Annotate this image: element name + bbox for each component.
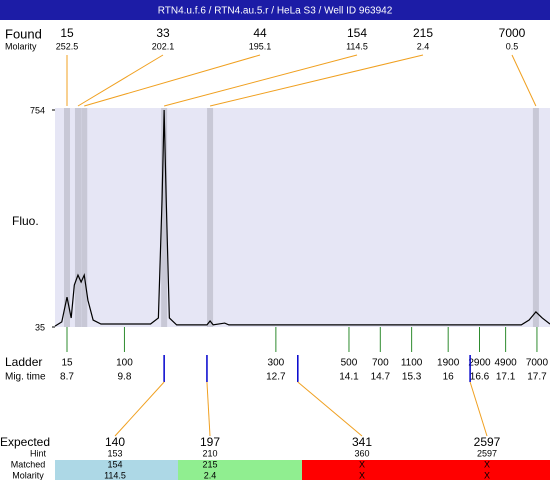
ladder-size: 2900 [468,358,491,369]
expected-matched: 154 [107,459,122,469]
match-cell [55,460,178,480]
ladder-time: 16 [443,372,455,383]
expected-size: 2597 [474,435,501,449]
ladder-size: 700 [372,358,389,369]
expected-hint: 153 [107,448,122,458]
hint-label: Hint [30,448,47,458]
expected-connector [114,381,165,437]
ladder-size: 1900 [437,358,460,369]
y-axis-label: Fluo. [12,214,39,228]
expected-size: 341 [352,435,372,449]
ladder-time: 12.7 [266,372,286,383]
ladder-time: 17.1 [496,372,516,383]
match-cell [426,460,550,480]
ladder-size: 4900 [494,358,517,369]
found-connector [164,54,358,107]
found-size: 154 [347,26,367,40]
expected-label: Expected [0,435,50,449]
ladder-time: 14.1 [339,372,359,383]
peak-band [64,108,71,327]
expected-molarity: 2.4 [204,470,217,480]
expected-connector [206,381,211,437]
found-molarity: 0.5 [506,41,519,51]
ladder-time: 16.6 [470,372,490,383]
ladder-size: 300 [268,358,285,369]
peak-band [81,108,88,327]
ladder-size: 1100 [401,358,423,369]
found-connector [511,54,537,107]
found-size: 33 [156,26,170,40]
ladder-size: 100 [116,358,133,369]
expected-size: 197 [200,435,220,449]
found-molarity: 202.1 [152,41,175,51]
peak-band [207,108,214,327]
expected-molarity: X [359,470,365,480]
expected-molarity: 114.5 [104,470,126,480]
expected-molarity: X [484,470,490,480]
header-bar [0,0,550,20]
peak-band [74,108,81,327]
expected-connector [469,381,488,437]
found-size: 215 [413,26,433,40]
header-title: RTN4.u.f.6 / RTN4.au.5.r / HeLa S3 / Wel… [158,6,393,17]
match-cell [302,460,426,480]
ladder-time: 15.3 [402,372,422,383]
expected-hint: 360 [354,448,369,458]
expected-hint: 210 [202,448,217,458]
match-cell [178,460,302,480]
ladder-time: 17.7 [527,372,547,383]
found-molarity: 114.5 [346,41,368,51]
ladder-time: 9.8 [117,372,131,383]
expected-connector [297,381,363,437]
found-size: 15 [60,26,74,40]
found-molarity: 195.1 [249,41,272,51]
mig-time-label: Mig. time [5,372,46,383]
peak-band [161,108,168,327]
ladder-size: 7000 [526,358,549,369]
found-connector [209,54,424,107]
peak-band [532,108,539,327]
found-connector [84,54,261,107]
expected-hint: 2597 [477,448,497,458]
plot-area [55,108,550,327]
ladder-label: Ladder [5,355,42,369]
found-label: Found [5,26,42,41]
matched-label: Matched [11,459,46,469]
expected-matched: X [359,459,365,469]
found-size: 44 [253,26,267,40]
expected-size: 140 [105,435,125,449]
ladder-time: 14.7 [371,372,391,383]
ladder-time: 8.7 [60,372,74,383]
ladder-size: 15 [61,358,73,369]
y-tick-label: 35 [35,322,45,332]
found-connector [77,54,164,107]
found-molarity-label: Molarity [5,41,37,51]
expected-matched: 215 [202,459,217,469]
ladder-size: 500 [341,358,358,369]
found-molarity: 252.5 [56,41,79,51]
molarity-label: Molarity [12,470,44,480]
y-tick-label: 754 [30,105,45,115]
found-molarity: 2.4 [417,41,430,51]
trace [54,109,550,327]
expected-matched: X [484,459,490,469]
found-size: 7000 [499,26,526,40]
